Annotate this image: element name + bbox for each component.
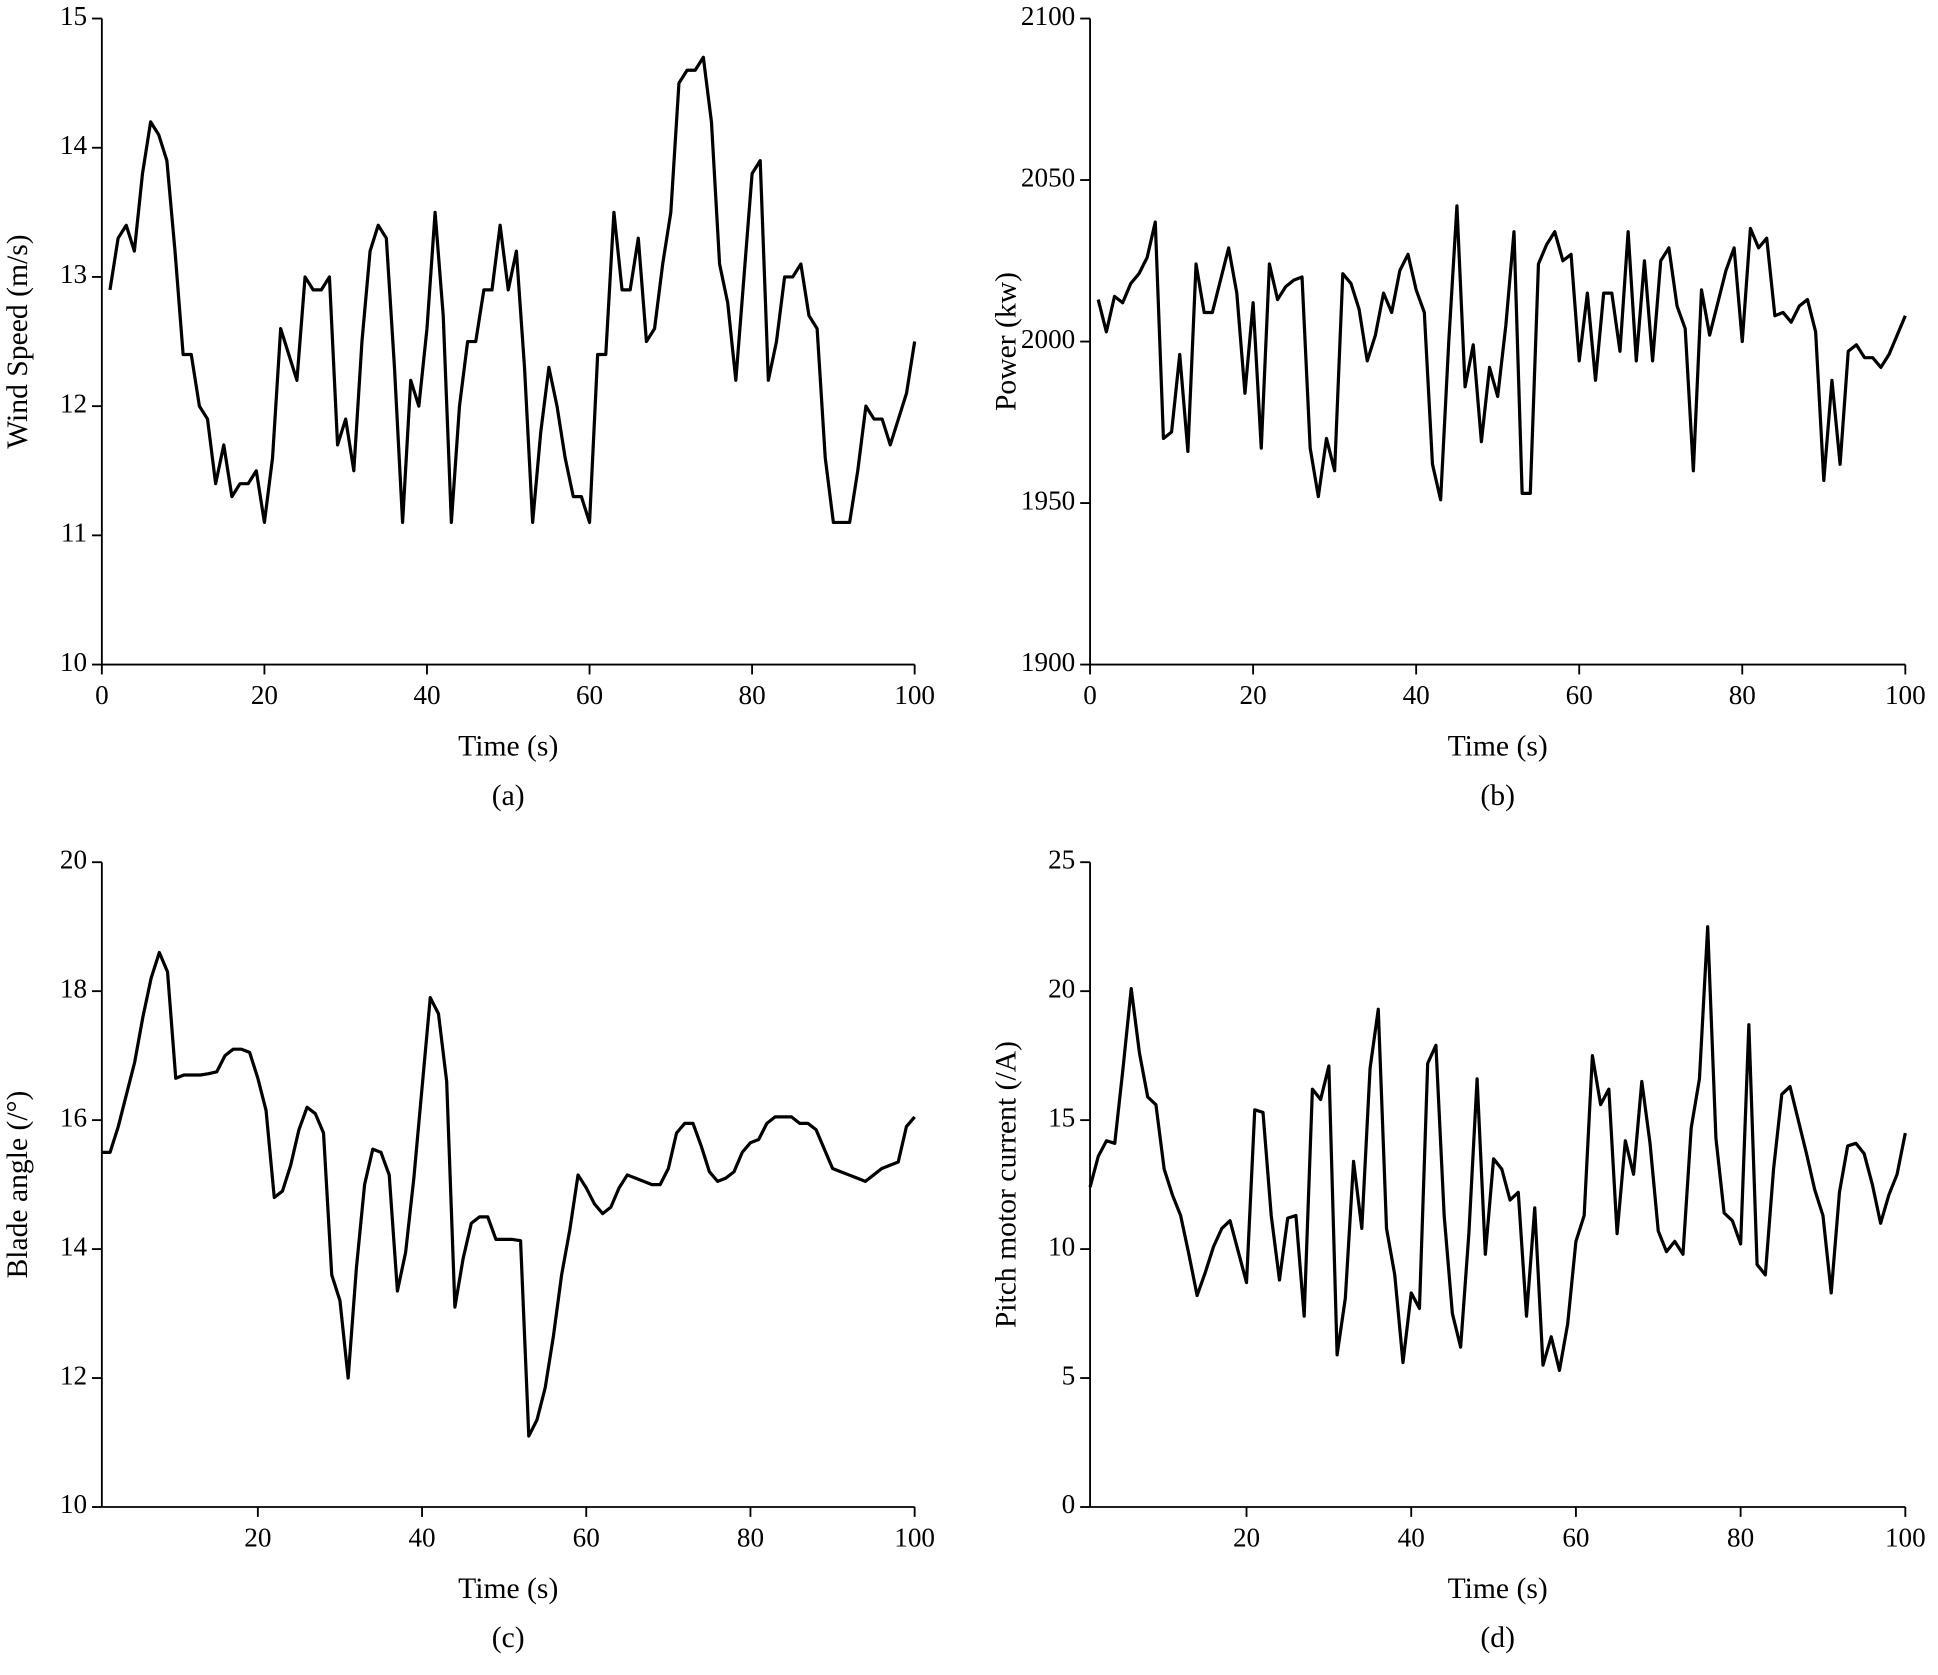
y-tick-label: 25 [1048, 844, 1075, 874]
x-axis-label: Time (s) [1448, 730, 1548, 762]
caption: (d) [1480, 1622, 1515, 1654]
y-tick-label: 0 [1062, 1489, 1076, 1519]
x-tick-label: 0 [95, 680, 109, 710]
x-tick-label: 60 [1562, 1523, 1589, 1553]
y-tick-label: 12 [60, 1360, 87, 1390]
caption: (a) [492, 780, 525, 812]
data-line [1096, 204, 1907, 502]
data-line [101, 950, 916, 1438]
data-line [1088, 925, 1907, 1372]
x-axis-label: Time (s) [1448, 1573, 1548, 1605]
y-tick-label: 2000 [1021, 324, 1075, 354]
y-tick-label: 10 [60, 1489, 87, 1519]
x-tick-label: 20 [1240, 680, 1267, 710]
x-tick-label: 80 [1727, 1523, 1754, 1553]
y-tick-label: 18 [60, 973, 87, 1003]
x-tick-label: 60 [573, 1523, 600, 1553]
y-tick-label: 12 [60, 388, 87, 418]
x-tick-label: 80 [739, 680, 766, 710]
data-line [108, 55, 917, 525]
caption: (c) [492, 1622, 525, 1654]
y-tick-label: 1900 [1021, 647, 1075, 677]
x-tick-label: 40 [408, 1523, 435, 1553]
y-tick-label: 10 [1048, 1231, 1075, 1261]
y-tick-label: 11 [61, 518, 87, 548]
y-tick-label: 2100 [1021, 1, 1075, 31]
x-tick-label: 100 [1885, 680, 1926, 710]
y-tick-label: 20 [60, 844, 87, 874]
y-tick-label: 1950 [1021, 485, 1075, 515]
x-tick-label: 20 [244, 1523, 271, 1553]
y-tick-label: 13 [60, 259, 87, 289]
x-tick-label: 80 [737, 1523, 764, 1553]
x-axis-label: Time (s) [458, 1573, 558, 1605]
y-tick-label: 14 [60, 130, 88, 160]
y-axis-label: Power (kw) [990, 272, 1022, 411]
y-axis-label: Pitch motor current (/A) [990, 1041, 1022, 1328]
x-axis-label: Time (s) [458, 730, 558, 762]
x-tick-label: 80 [1729, 680, 1756, 710]
x-tick-label: 60 [1566, 680, 1593, 710]
x-tick-label: 100 [894, 680, 935, 710]
x-tick-label: 20 [251, 680, 278, 710]
x-tick-label: 100 [1885, 1523, 1926, 1553]
y-axis-label: Wind Speed (m/s) [2, 234, 34, 448]
caption: (b) [1480, 780, 1515, 812]
x-tick-label: 40 [413, 680, 440, 710]
y-tick-label: 15 [60, 1, 87, 31]
x-tick-label: 0 [1083, 680, 1097, 710]
y-axis-label: Blade angle (/°) [2, 1091, 34, 1279]
x-tick-label: 100 [894, 1523, 935, 1553]
y-tick-label: 2050 [1021, 162, 1075, 192]
y-tick-label: 14 [60, 1231, 88, 1261]
x-tick-label: 40 [1398, 1523, 1425, 1553]
y-tick-label: 15 [1048, 1102, 1075, 1132]
x-tick-label: 20 [1233, 1523, 1260, 1553]
y-tick-label: 10 [60, 647, 87, 677]
y-tick-label: 5 [1062, 1360, 1076, 1390]
y-tick-label: 16 [60, 1102, 87, 1132]
x-tick-label: 60 [576, 680, 603, 710]
x-tick-label: 40 [1403, 680, 1430, 710]
y-tick-label: 20 [1048, 973, 1075, 1003]
